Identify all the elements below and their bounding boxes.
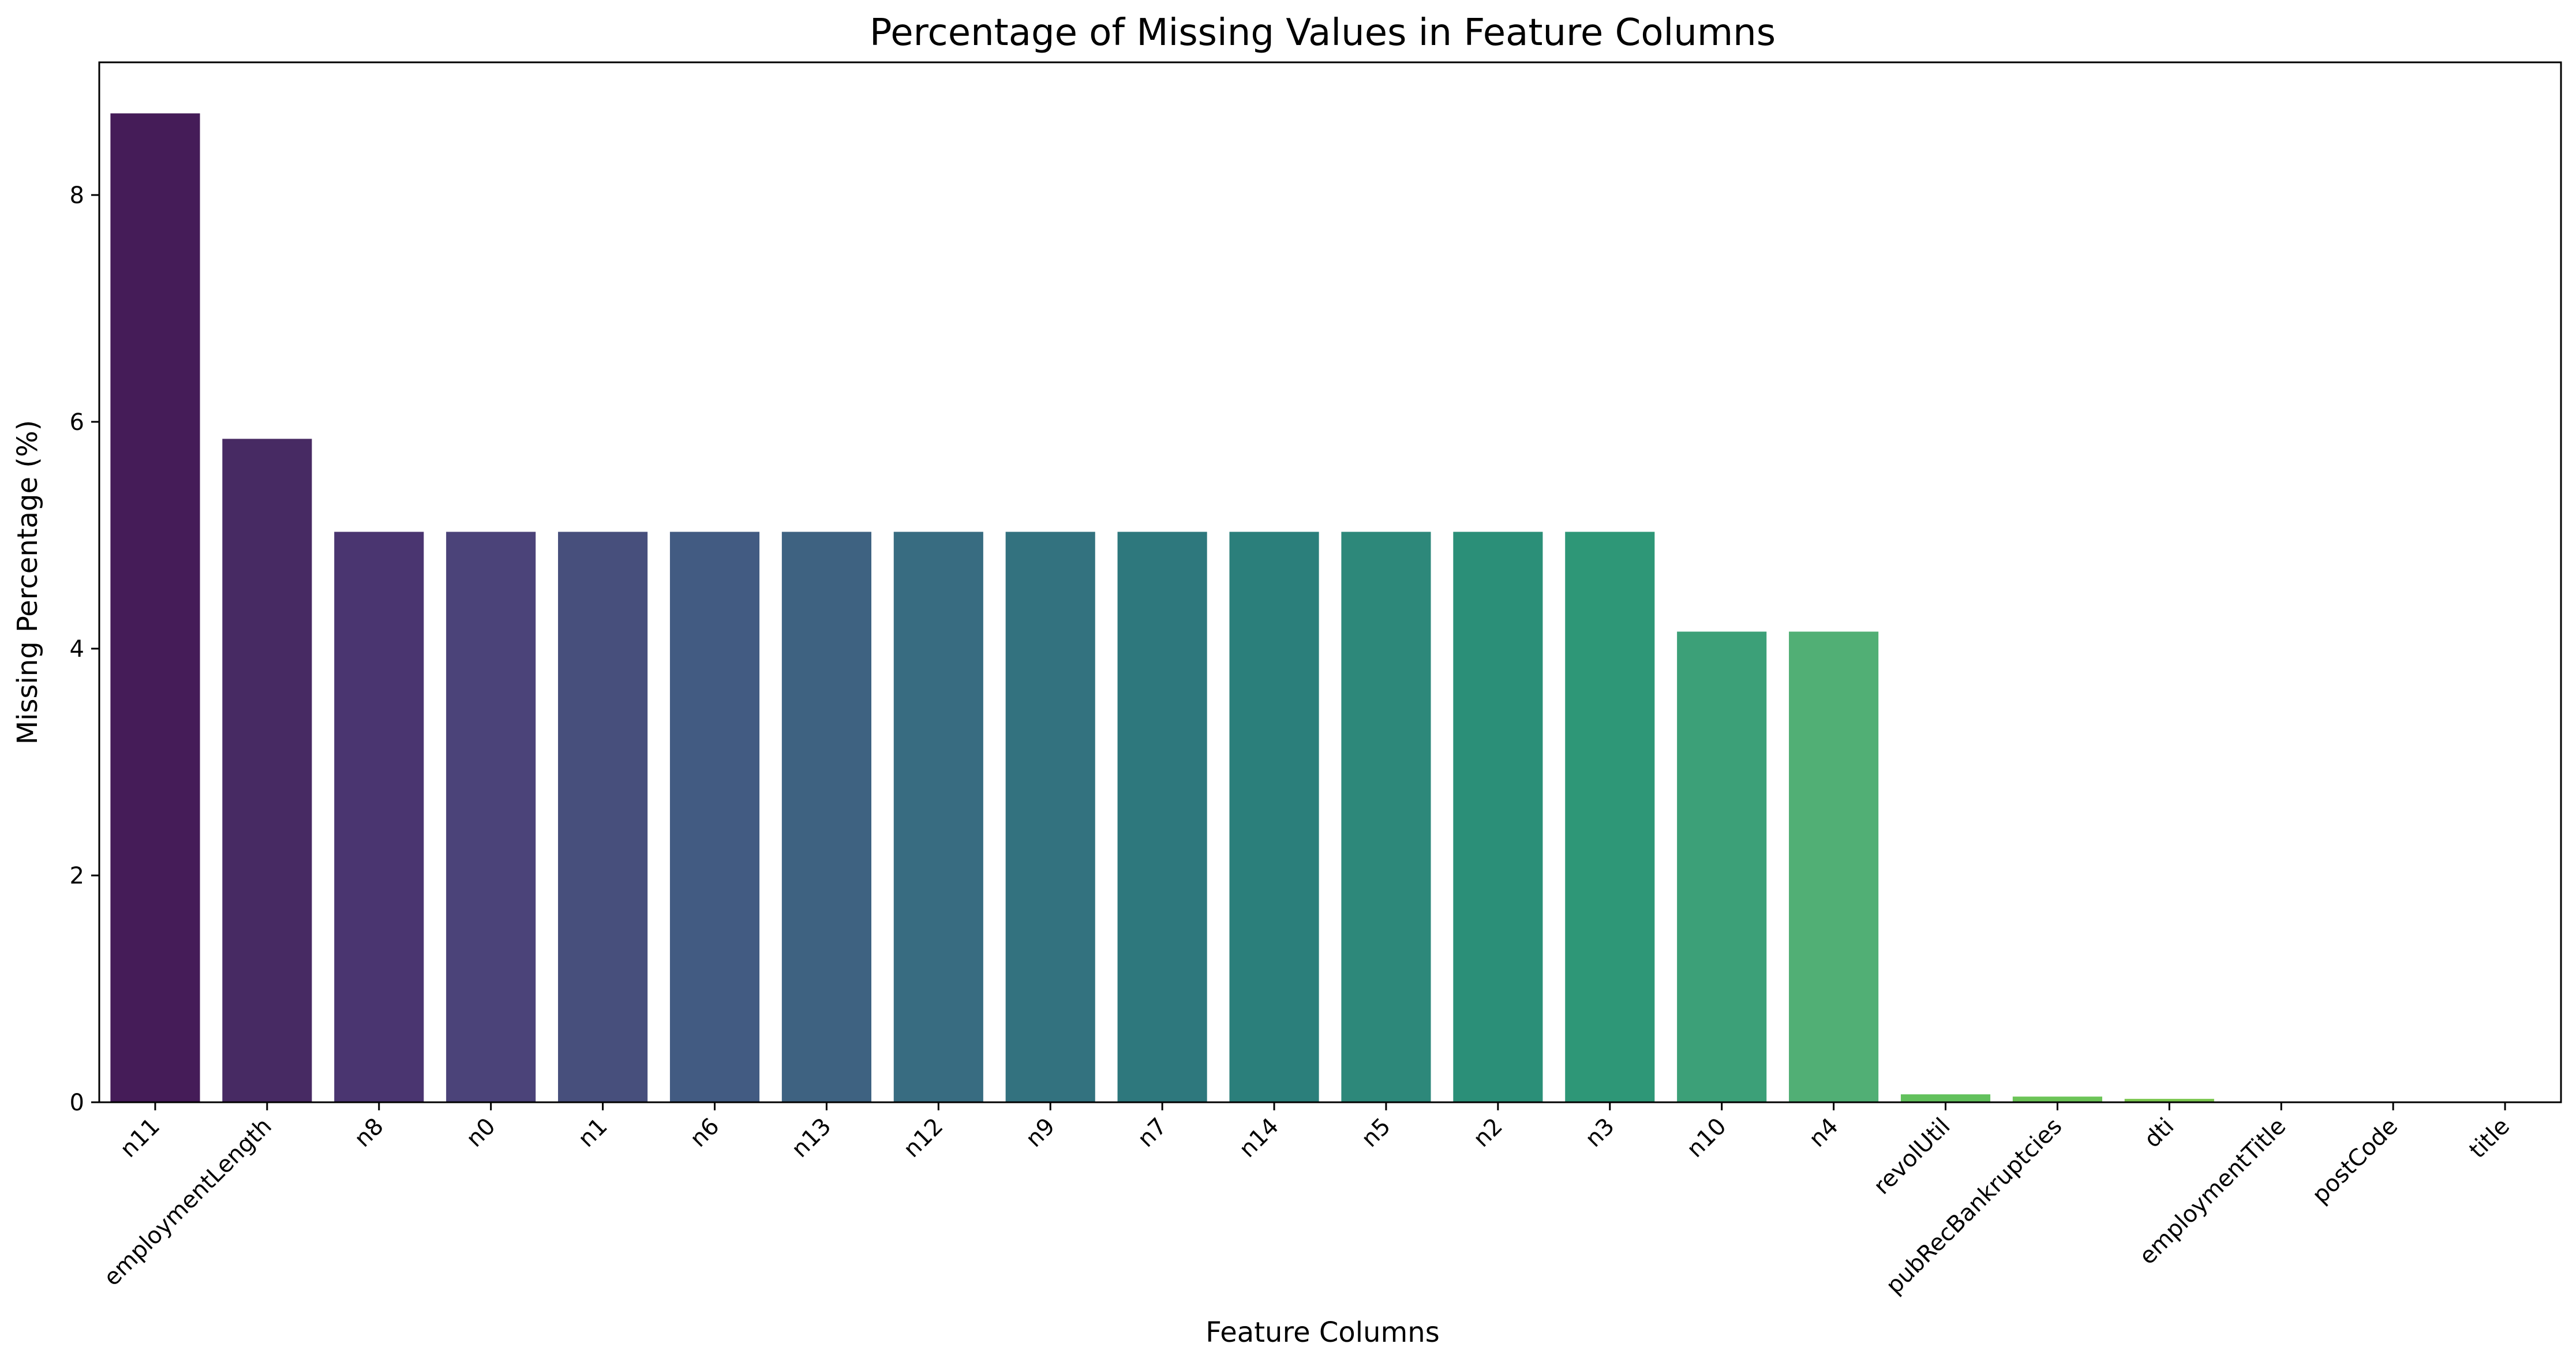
bar-n11	[110, 113, 200, 1103]
bar-n4	[1789, 631, 1879, 1102]
bar-n5	[1341, 532, 1431, 1102]
y-tick-label: 8	[70, 182, 84, 209]
bar-n3	[1565, 532, 1655, 1102]
bar-n10	[1677, 631, 1767, 1102]
bar-employmentLength	[222, 439, 312, 1103]
bar-n2	[1453, 532, 1543, 1102]
y-tick-label: 6	[70, 409, 84, 436]
y-tick-label: 2	[70, 863, 84, 889]
bar-pubRecBankruptcies	[2012, 1096, 2102, 1102]
y-tick-label: 4	[70, 636, 84, 663]
y-axis-label: Missing Percentage (%)	[12, 420, 44, 745]
bar-n6	[669, 532, 760, 1102]
plot-frame	[98, 61, 2562, 1103]
y-axis: 0 2 4 6 8	[70, 182, 99, 1116]
bar-n13	[781, 532, 871, 1102]
bar-n12	[893, 532, 983, 1102]
bar-n0	[446, 532, 536, 1102]
x-axis-label: Feature Columns	[1205, 1316, 1439, 1349]
y-tick-label: 0	[70, 1090, 84, 1116]
bar-revolUtil	[1900, 1094, 1991, 1102]
bar-dti	[2124, 1099, 2214, 1102]
chart-title: Percentage of Missing Values in Feature …	[870, 12, 1776, 54]
bar-n9	[1005, 532, 1095, 1102]
bar-n14	[1229, 532, 1319, 1102]
bar-n1	[558, 532, 648, 1102]
bar-n8	[334, 532, 424, 1102]
bar-n7	[1117, 532, 1207, 1102]
bars-group	[110, 113, 2214, 1103]
